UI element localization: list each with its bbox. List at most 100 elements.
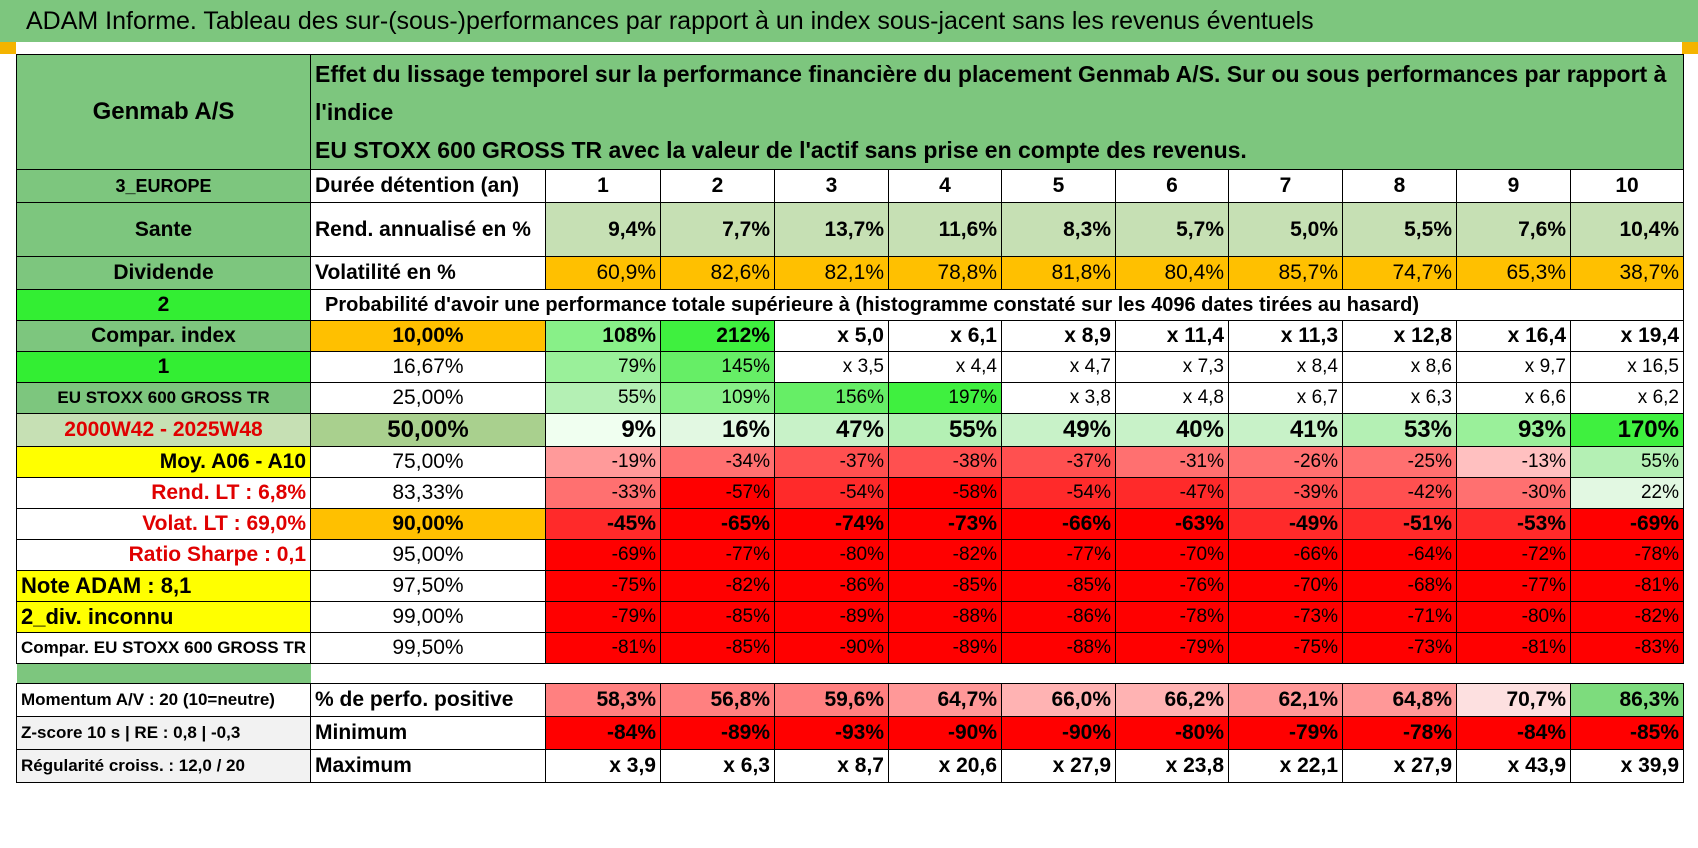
percentile-value-cell: -74% [774,508,889,540]
duration-label: Durée détention (an) [310,169,546,203]
maximum-cell: x 39,9 [1570,749,1684,783]
percentile-value-cell: -54% [774,477,889,509]
percentile-value-cell: -73% [1228,601,1343,633]
left-label: 2000W42 - 2025W48 [16,413,311,447]
percentile-value-cell: x 16,4 [1456,320,1571,352]
percentile-value-cell: 47% [774,413,889,447]
annual-return-cell: 13,7% [774,202,889,257]
maximum-cell: x 22,1 [1228,749,1343,783]
left-label: Moy. A06 - A10 [16,446,311,478]
percentile-value-cell: -79% [1115,632,1229,664]
percentile-value-cell: -69% [545,539,661,571]
annual-return-cell: 5,7% [1115,202,1229,257]
percentile-value-cell: -71% [1342,601,1457,633]
percentile-value-cell: x 8,9 [1001,320,1116,352]
minimum-label: Minimum [310,716,546,750]
annual-return-cell: 7,6% [1456,202,1571,257]
minimum-cell: -90% [888,716,1002,750]
percentile-value-cell: -73% [888,508,1002,540]
percentile-label: 95,00% [310,539,546,571]
percentile-value-cell: -78% [1570,539,1684,571]
positive-cell: 64,8% [1342,683,1457,717]
volatility-cell: 78,8% [888,256,1002,290]
percentile-value-cell: -85% [660,601,775,633]
percentile-value-cell: x 4,8 [1115,382,1229,414]
region-label: 3_EUROPE [16,169,311,203]
percentile-value-cell: x 8,4 [1228,351,1343,383]
percentile-value-cell: 16% [660,413,775,447]
year-header: 2 [660,169,775,203]
volatility-cell: 60,9% [545,256,661,290]
maximum-cell: x 6,3 [660,749,775,783]
minimum-cell: -89% [660,716,775,750]
volatility-cell: 38,7% [1570,256,1684,290]
percentile-label: 97,50% [310,570,546,602]
description-line-2: EU STOXX 600 GROSS TR avec la valeur de … [315,137,1247,163]
annual-return-cell: 7,7% [660,202,775,257]
percentile-value-cell: -39% [1228,477,1343,509]
maximum-cell: x 3,9 [545,749,661,783]
year-header: 1 [545,169,661,203]
volatility-cell: 80,4% [1115,256,1229,290]
percentile-value-cell: -64% [1342,539,1457,571]
percentile-value-cell: -66% [1228,539,1343,571]
percentile-value-cell: -37% [1001,446,1116,478]
description-line-1: Effet du lissage temporel sur la perform… [315,61,1667,125]
percentile-value-cell: -31% [1115,446,1229,478]
percentile-value-cell: -83% [1570,632,1684,664]
percentile-value-cell: -58% [888,477,1002,509]
maximum-cell: x 27,9 [1001,749,1116,783]
percentile-value-cell: x 6,7 [1228,382,1343,414]
volatility-cell: 65,3% [1456,256,1571,290]
percentile-value-cell: 108% [545,320,661,352]
percentile-value-cell: -75% [1228,632,1343,664]
percentile-value-cell: -72% [1456,539,1571,571]
percentile-value-cell: -65% [660,508,775,540]
percentile-value-cell: 40% [1115,413,1229,447]
percentile-value-cell: -85% [1001,570,1116,602]
spacer-green [16,663,311,684]
percentile-label: 50,00% [310,413,546,447]
percentile-value-cell: x 3,8 [1001,382,1116,414]
percentile-label: 99,00% [310,601,546,633]
percentile-value-cell: x 6,6 [1456,382,1571,414]
percentile-value-cell: 53% [1342,413,1457,447]
percentile-value-cell: 145% [660,351,775,383]
percentile-value-cell: 9% [545,413,661,447]
minimum-cell: -80% [1115,716,1229,750]
percentile-value-cell: -34% [660,446,775,478]
percentile-value-cell: 55% [545,382,661,414]
percentile-value-cell: -86% [774,570,889,602]
minimum-cell: -93% [774,716,889,750]
minimum-cell: -84% [1456,716,1571,750]
percentile-value-cell: -81% [1456,632,1571,664]
percentile-value-cell: -88% [1001,632,1116,664]
percentile-value-cell: -80% [1456,601,1571,633]
maximum-cell: x 43,9 [1456,749,1571,783]
percentile-value-cell: -30% [1456,477,1571,509]
positive-cell: 56,8% [660,683,775,717]
volatility-cell: 82,1% [774,256,889,290]
positive-cell: 59,6% [774,683,889,717]
positive-cell: 64,7% [888,683,1002,717]
percentile-value-cell: -38% [888,446,1002,478]
corner-marker-right [1682,42,1698,54]
minimum-cell: -79% [1228,716,1343,750]
annual-return-cell: 9,4% [545,202,661,257]
percentile-value-cell: -73% [1342,632,1457,664]
percentile-label: 90,00% [310,508,546,540]
percentile-value-cell: x 4,4 [888,351,1002,383]
percentile-value-cell: -42% [1342,477,1457,509]
percentile-value-cell: 212% [660,320,775,352]
left-label: Volat. LT : 69,0% [16,508,311,540]
percentile-value-cell: 156% [774,382,889,414]
percentile-value-cell: -26% [1228,446,1343,478]
percentile-value-cell: -81% [545,632,661,664]
percentile-value-cell: -13% [1456,446,1571,478]
percentile-value-cell: -89% [888,632,1002,664]
left-label: 2_div. inconnu [16,601,311,633]
percentile-value-cell: -82% [660,570,775,602]
percentile-value-cell: -77% [1456,570,1571,602]
volatility-label: Volatilité en % [310,256,546,290]
percentile-value-cell: x 8,6 [1342,351,1457,383]
